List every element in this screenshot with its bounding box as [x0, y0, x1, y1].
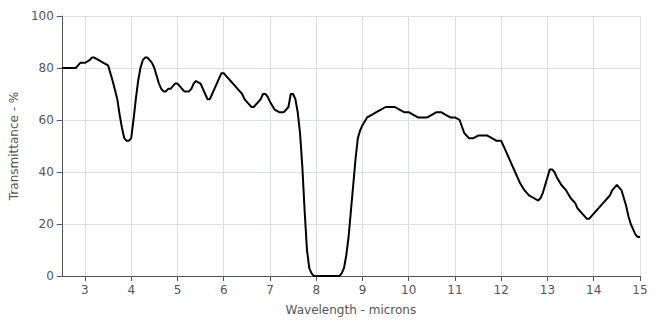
svg-text:Transmittance - %: Transmittance - % [7, 92, 21, 201]
svg-text:11: 11 [447, 283, 462, 297]
svg-text:60: 60 [39, 113, 54, 127]
svg-text:9: 9 [359, 283, 367, 297]
svg-text:20: 20 [39, 217, 54, 231]
svg-text:40: 40 [39, 165, 54, 179]
svg-text:13: 13 [540, 283, 555, 297]
svg-text:15: 15 [632, 283, 647, 297]
svg-text:10: 10 [401, 283, 416, 297]
svg-text:100: 100 [31, 9, 54, 23]
svg-text:7: 7 [266, 283, 274, 297]
svg-text:5: 5 [174, 283, 182, 297]
svg-text:3: 3 [81, 283, 89, 297]
svg-text:12: 12 [494, 283, 509, 297]
svg-text:Wavelength - microns: Wavelength - microns [286, 303, 417, 317]
svg-text:4: 4 [127, 283, 135, 297]
svg-text:14: 14 [586, 283, 601, 297]
svg-text:8: 8 [312, 283, 320, 297]
svg-text:80: 80 [39, 61, 54, 75]
svg-text:0: 0 [46, 269, 54, 283]
svg-text:6: 6 [220, 283, 228, 297]
